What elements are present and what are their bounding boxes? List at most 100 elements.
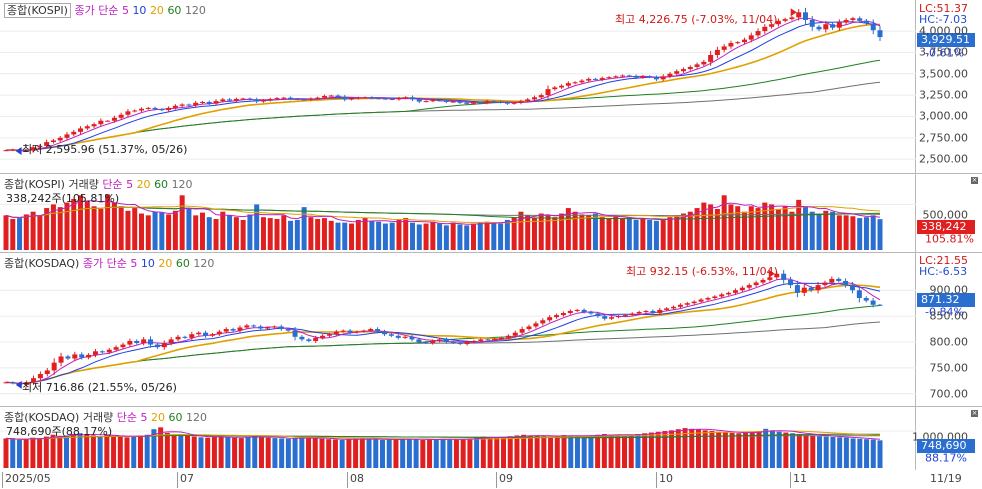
kospi-volume-plot[interactable]: 종합(KOSPI) 거래량 단순 5 20 60 120 338,242주(10…	[0, 174, 916, 252]
candle-body	[856, 290, 862, 299]
kosdaq-legend-ma5[interactable]: 5	[130, 257, 138, 270]
kosdaq-volume-plot[interactable]: 종합(KOSDAQ) 거래량 단순 5 20 60 120 748,690주(8…	[0, 407, 916, 470]
ma5-line	[5, 17, 881, 151]
candle-body	[113, 347, 119, 350]
candle-body	[347, 330, 353, 333]
kosdaq-legend-ma120[interactable]: 120	[193, 257, 215, 270]
candle-body	[44, 370, 50, 375]
kospi-volume-legend-ma5[interactable]: 5	[126, 178, 134, 191]
vol-ma20-line	[5, 205, 881, 224]
kosdaq-legend-name[interactable]: 종합(KOSDAQ)	[4, 257, 80, 270]
kosdaq-price-axis[interactable]: LC:21.55 HC:-6.53 871.32 -0.84% 900.00 85…	[917, 253, 982, 406]
volume-bar	[410, 222, 416, 250]
kospi-volume-legend-name[interactable]: 종합(KOSPI) 거래량	[4, 178, 99, 191]
candle-body	[288, 97, 294, 99]
candle-body	[258, 326, 264, 329]
volume-bar	[464, 225, 470, 250]
volume-bar	[50, 434, 56, 468]
volume-bar	[541, 436, 547, 468]
volume-bar	[125, 210, 131, 250]
volume-bar	[44, 208, 50, 250]
volume-bar	[91, 206, 97, 250]
ma20-line	[5, 284, 881, 385]
kospi-volume-legend-ma60[interactable]: 60	[154, 178, 169, 191]
volume-bar	[346, 439, 352, 468]
kosdaq-legend-type[interactable]: 종가 단순	[82, 257, 127, 270]
kosdaq-volume-axis[interactable]: × 1,000,000 748,690 88.17%	[912, 407, 982, 470]
volume-bar	[830, 211, 836, 250]
kospi-volume-legend-type[interactable]: 단순	[102, 178, 123, 191]
candle-body	[281, 97, 287, 99]
candle-body	[409, 336, 415, 340]
kosdaq-volume-legend-ma120[interactable]: 120	[185, 411, 207, 424]
volume-bar	[191, 436, 197, 468]
volume-bar	[728, 204, 734, 250]
kospi-legend-ma120[interactable]: 120	[184, 4, 206, 17]
candle-body	[789, 17, 795, 20]
close-icon[interactable]: ×	[971, 409, 978, 417]
candle-body	[430, 340, 436, 344]
volume-bar	[218, 436, 224, 468]
volume-bar	[667, 217, 673, 250]
volume-bar	[776, 431, 782, 468]
kosdaq-price-plot[interactable]: 종합(KOSDAQ) 종가 단순 5 10 20 60 120 최고 932.1…	[0, 253, 916, 406]
kospi-volume-legend-ma20[interactable]: 20	[136, 178, 151, 191]
volume-bar	[453, 439, 459, 468]
candle-body	[629, 313, 635, 316]
kospi-legend-ma60[interactable]: 60	[167, 4, 182, 17]
kospi-legend-ma20[interactable]: 20	[149, 4, 164, 17]
candle-body	[251, 325, 257, 327]
kospi-volume-legend-ma120[interactable]: 120	[171, 178, 193, 191]
candle-body	[671, 306, 677, 309]
candle-body	[111, 117, 117, 121]
candle-body	[531, 97, 537, 100]
kospi-legend-ma10[interactable]: 10	[132, 4, 147, 17]
kospi-price-plot[interactable]: 종합(KOSPI) 종가 단순 5 10 20 60 120 최고 4,226.…	[0, 0, 916, 173]
kosdaq-volume-legend-ma60[interactable]: 60	[168, 411, 183, 424]
candle-body	[315, 97, 321, 99]
kosdaq-volume-legend-ma5[interactable]: 5	[140, 411, 148, 424]
kospi-legend-type[interactable]: 종가 단순	[74, 4, 119, 17]
candle-body	[230, 329, 236, 331]
candle-body	[592, 78, 598, 80]
volume-bar	[660, 219, 666, 250]
kosdaq-volume-legend-name[interactable]: 종합(KOSDAQ) 거래량	[4, 411, 114, 424]
volume-bar	[252, 435, 258, 468]
candle-body	[636, 311, 642, 314]
volume-bar	[810, 435, 816, 468]
kosdaq-volume-legend-ma20[interactable]: 20	[150, 411, 165, 424]
kospi-legend-name[interactable]: 종합(KOSPI)	[4, 3, 71, 18]
candle-body	[216, 331, 222, 335]
volume-bar	[227, 215, 233, 250]
candle-body	[388, 334, 394, 336]
candle-body	[376, 98, 382, 100]
price-axis-tick: 700.00	[929, 387, 969, 401]
kosdaq-volume-legend-type[interactable]: 단순	[116, 411, 137, 424]
kospi-volume-panel: 종합(KOSPI) 거래량 단순 5 20 60 120 338,242주(10…	[0, 174, 982, 253]
candle-body	[84, 126, 90, 129]
kosdaq-legend-ma10[interactable]: 10	[140, 257, 155, 270]
volume-bar	[288, 220, 294, 250]
volume-bar	[574, 435, 580, 468]
date-axis[interactable]: 2025/05 07 08 09 10 11 11/19	[0, 470, 982, 489]
candle-body	[285, 329, 291, 331]
volume-bar	[308, 217, 314, 250]
candle-body	[478, 339, 484, 341]
candle-body	[10, 382, 16, 384]
kospi-price-axis[interactable]: LC:51.37 HC:-7.03 3,929.51 -0.61% 4,000.…	[917, 0, 982, 173]
volume-bar	[185, 435, 191, 468]
candle-body	[65, 356, 71, 359]
kospi-volume-axis[interactable]: × 500,000 338,242 105.81%	[917, 174, 982, 252]
kospi-legend-ma5[interactable]: 5	[121, 4, 129, 17]
close-icon[interactable]: ×	[971, 176, 978, 184]
volume-bar	[326, 439, 332, 468]
kosdaq-legend-ma60[interactable]: 60	[175, 257, 190, 270]
candle-body	[677, 304, 683, 307]
volume-bar	[467, 438, 473, 468]
kospi-price-panel: 종합(KOSPI) 종가 단순 5 10 20 60 120 최고 4,226.…	[0, 0, 982, 174]
kosdaq-legend-ma20[interactable]: 20	[158, 257, 173, 270]
volume-bar	[400, 438, 406, 468]
candle-body	[186, 104, 192, 106]
volume-bar	[743, 432, 749, 468]
candle-body	[443, 100, 449, 102]
